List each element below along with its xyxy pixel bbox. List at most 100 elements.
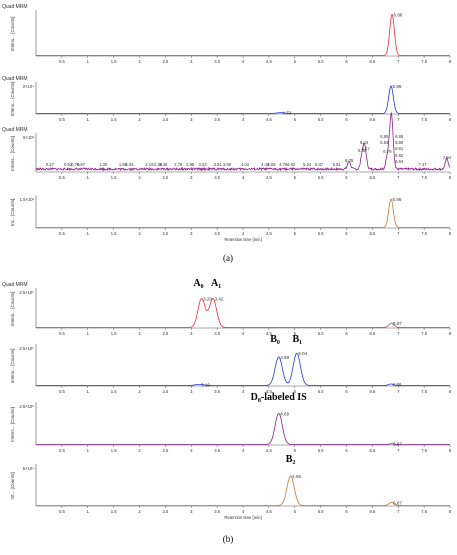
peak-label: 6.88	[395, 134, 404, 139]
x-tick-label: 4	[242, 331, 245, 336]
x-tick-label: 3.5	[214, 175, 220, 180]
x-tick-label: 5.5	[318, 117, 324, 122]
peak-label: 7.47	[418, 162, 427, 167]
x-tick-label: 7.5	[421, 448, 427, 453]
x-tick-label: 1.5	[111, 231, 117, 236]
x-tick-label: 7	[397, 231, 400, 236]
x-tick-label: 7.5	[421, 231, 427, 236]
x-tick-label: 0.5	[59, 331, 65, 336]
x-tick-label: 6	[345, 117, 348, 122]
x-tick-label: 4	[242, 175, 245, 180]
peak-label: 6.86	[393, 382, 402, 387]
subplot-b-1: Quad MRM Intens... [Counts] 2.5×10⁵ 0.5 1 1.5…	[2, 278, 452, 336]
x-tick-label: 4	[242, 509, 245, 514]
x-tick-label: 1	[87, 231, 90, 236]
x-tick-label: 7.5	[421, 331, 427, 336]
x-tick-label: 2	[138, 448, 141, 453]
x-tick-label: 4	[242, 59, 245, 64]
peak-label: 6.84	[380, 140, 389, 145]
subplot-b-3: Intens... [Counts] 2.5×10⁵ 0.5 1 1.5 2 2.5 3 3.5…	[10, 392, 452, 453]
compound-label: B₂	[286, 454, 296, 465]
y-axis-label: Int... [Counts]	[10, 472, 15, 499]
x-tick-label: 1	[87, 117, 90, 122]
x-tick-label: 4.5	[266, 59, 272, 64]
x-tick-label: 6	[345, 175, 348, 180]
x-tick-label: 7	[397, 117, 400, 122]
peak-label: 6.37	[362, 147, 371, 152]
peak-label: 4.78	[279, 162, 288, 167]
x-tick-label: 3.5	[214, 231, 220, 236]
x-tick-label: 4	[242, 448, 245, 453]
y-axis-label: Intens... [Counts]	[10, 349, 15, 384]
y-tick-label: 2.5×10⁵	[19, 290, 34, 295]
chromatogram-trace	[36, 298, 450, 328]
x-tick-label: 3	[190, 448, 193, 453]
peak-label: 6.85	[380, 134, 389, 139]
x-tick-label: 2	[138, 331, 141, 336]
x-tick-label: 5.5	[318, 59, 324, 64]
peak-label: 4.69	[280, 411, 289, 416]
x-tick-label: 5.5	[318, 509, 324, 514]
x-tick-label: 6.5	[369, 509, 375, 514]
x-tick-label: 7.5	[421, 59, 427, 64]
x-tick-label: 7	[397, 509, 400, 514]
x-tick-label: 4.5	[266, 117, 272, 122]
x-tick-label: 5.5	[318, 331, 324, 336]
compound-label: B₁	[293, 334, 303, 345]
x-tick-label: 0.5	[59, 448, 65, 453]
x-tick-label: 8	[449, 59, 452, 64]
x-tick-label: 0.5	[59, 117, 65, 122]
subplot-header: Quad MRM	[2, 127, 28, 133]
chromatogram-trace	[36, 85, 450, 114]
panel-b-label: (b)	[223, 534, 234, 544]
x-tick-label: 3	[190, 509, 193, 514]
x-tick-label: 5	[294, 331, 297, 336]
peak-label: 6.88	[394, 12, 403, 17]
y-tick-label: 2.5×10⁵	[19, 404, 34, 409]
x-tick-label: 2	[138, 117, 141, 122]
y-tick-label: 5×10⁴	[23, 466, 34, 471]
peak-label: 0.62	[64, 162, 73, 167]
x-tick-label: 3	[190, 331, 193, 336]
x-tick-label: 8	[449, 175, 452, 180]
peak-label: 1.81	[126, 162, 135, 167]
compound-label: D₈-labeled IS	[251, 392, 307, 403]
y-tick-label: 8×10³	[23, 135, 34, 140]
y-axis-label: Intens... [Counts]	[10, 17, 15, 52]
x-tick-label: 7	[397, 331, 400, 336]
x-tick-label: 6	[345, 231, 348, 236]
x-tick-label: 5	[294, 117, 297, 122]
x-tick-label: 7.5	[421, 509, 427, 514]
x-tick-label: 0.5	[59, 509, 65, 514]
y-axis-label: Intens... [Counts]	[10, 407, 15, 442]
x-tick-label: 2.5	[162, 231, 168, 236]
x-tick-label: 3.5	[214, 448, 220, 453]
x-tick-label: 1.5	[111, 509, 117, 514]
y-axis-label: Int... [Counts]	[10, 199, 15, 226]
peak-label: 7.94	[443, 155, 452, 160]
peak-label: 4.04	[241, 162, 250, 167]
peak-label: 3.16	[201, 382, 210, 387]
compound-label: A₀	[193, 278, 203, 289]
y-axis-label: Intens... [Counts]	[10, 292, 15, 327]
peak-label: 4.55	[267, 162, 276, 167]
x-tick-label: 0.5	[59, 389, 65, 394]
peak-label: 6.30	[358, 148, 367, 153]
x-tick-label: 4.5	[266, 175, 272, 180]
x-tick-label: 8	[449, 231, 452, 236]
x-tick-label: 3	[190, 389, 193, 394]
x-tick-label: 2.5	[162, 59, 168, 64]
peak-label: 6.94	[395, 159, 404, 164]
x-tick-label: 5.5	[318, 448, 324, 453]
x-tick-label: 2	[138, 509, 141, 514]
subplot-header: Quad MRM	[2, 4, 28, 10]
peak-label: 2.75	[174, 162, 183, 167]
x-tick-label: 2	[138, 231, 141, 236]
peak-label: 6.87	[393, 500, 402, 505]
peak-label: 3.69	[223, 162, 232, 167]
peak-label: 6.34	[360, 140, 369, 145]
x-tick-label: 8	[449, 389, 452, 394]
x-tick-label: 6.5	[369, 59, 375, 64]
peak-label: 2.46	[159, 162, 168, 167]
